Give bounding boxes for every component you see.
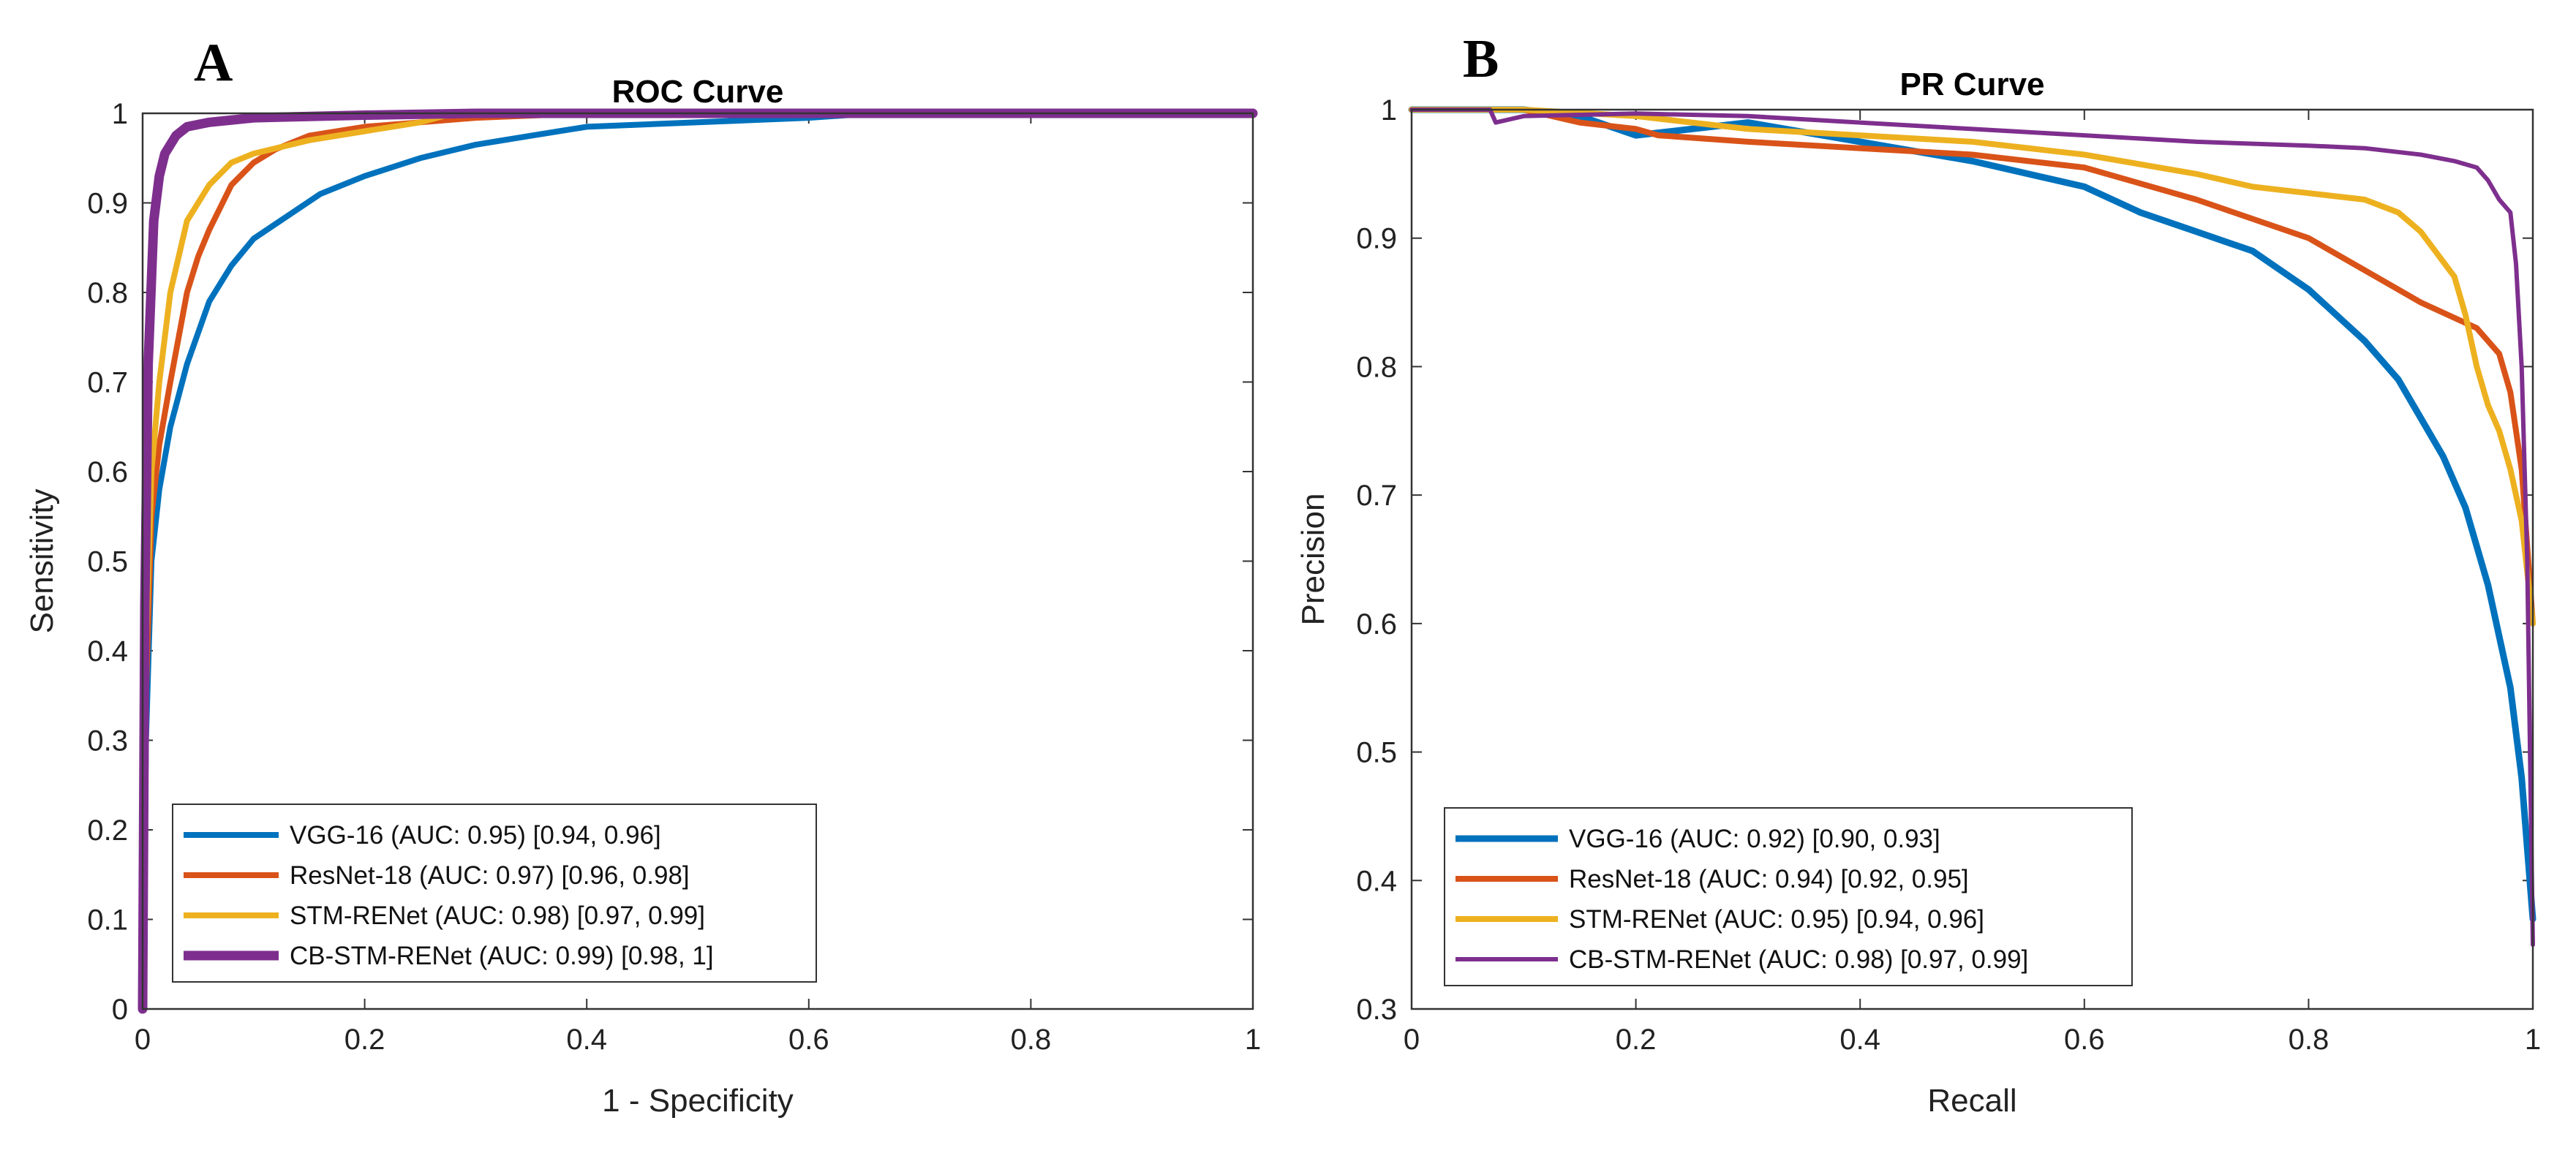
legend: VGG-16 (AUC: 0.92) [0.90, 0.93] ResNet-18…	[1444, 807, 2133, 986]
x-tick-label: 1	[1245, 1024, 1261, 1056]
y-tick-label: 0.6	[87, 456, 128, 488]
x-tick-label: 0.6	[788, 1024, 829, 1056]
y-tick-label: 0.2	[87, 814, 128, 847]
y-tick-label: 0.4	[1356, 865, 1397, 897]
chart-title: PR Curve	[1899, 67, 2044, 102]
axes-frame	[1410, 108, 2534, 1010]
legend-entry-1: VGG-16 (AUC: 0.92) [0.90, 0.93]	[1569, 825, 1940, 853]
series-line-3	[140, 110, 1256, 1012]
x-tick-label: 0	[135, 1024, 151, 1056]
panel-letter: A	[194, 33, 233, 93]
y-tick-label: 0.1	[87, 904, 128, 937]
x-tick-label: 0.6	[2064, 1024, 2105, 1056]
legend-entry-4: CB-STM-RENet (AUC: 0.99) [0.98, 1]	[290, 942, 714, 970]
y-tick-label: 0.6	[1356, 608, 1397, 640]
series-line-2	[1409, 107, 2536, 627]
y-tick-label: 0.8	[87, 277, 128, 309]
y-tick-label: 0.3	[87, 725, 128, 757]
legend-entry-2: ResNet-18 (AUC: 0.94) [0.92, 0.95]	[1569, 865, 1969, 893]
series-line-1	[140, 110, 1256, 1012]
legend-entry-1: VGG-16 (AUC: 0.95) [0.94, 0.96]	[290, 821, 661, 850]
x-tick-label: 0.2	[344, 1024, 385, 1056]
y-tick-label: 0.9	[87, 188, 128, 220]
legend-entry-4: CB-STM-RENet (AUC: 0.98) [0.97, 0.99]	[1569, 945, 2028, 974]
legend-box	[172, 804, 817, 983]
x-tick-label: 0	[1404, 1024, 1420, 1056]
legend-entry-3: STM-RENet (AUC: 0.95) [0.94, 0.96]	[1569, 905, 1984, 934]
legend-entry-2: ResNet-18 (AUC: 0.97) [0.96, 0.98]	[290, 861, 690, 890]
x-tick-label: 0.4	[566, 1024, 607, 1056]
legend: VGG-16 (AUC: 0.95) [0.94, 0.96] ResNet-18…	[172, 804, 817, 983]
legend-entry-3: STM-RENet (AUC: 0.98) [0.97, 0.99]	[290, 901, 705, 930]
y-tick-label: 0	[112, 994, 128, 1026]
y-axis-label: Sensitivity	[24, 488, 60, 633]
y-tick-label: 1	[112, 98, 128, 130]
series-line-3	[1409, 107, 2536, 627]
axes-frame	[141, 112, 1254, 1010]
chart-a: A ROC Curve 0 0.2 0.4 0.6 0.8 1 0 0.1 0.2 0.3 0.4 0.5…	[24, 33, 1261, 1119]
chart-title: ROC Curve	[612, 74, 784, 110]
y-tick-label: 0.5	[1356, 737, 1397, 769]
y-axis-label: Precision	[1295, 494, 1331, 626]
y-tick-label: 0.7	[1356, 480, 1397, 512]
x-tick-label: 0.8	[2289, 1024, 2330, 1056]
y-tick-label: 1	[1381, 94, 1397, 126]
x-axis-label: 1 - Specificity	[602, 1083, 794, 1119]
series-line-1	[1408, 106, 2537, 923]
y-tick-label: 0.4	[87, 635, 128, 668]
chart-b: B PR Curve 0 0.2 0.4 0.6 0.8 1 0.3 0.4 0.5 0.6 0.7 0.…	[1295, 29, 2541, 1119]
x-tick-label: 0.8	[1011, 1024, 1052, 1056]
y-tick-label: 0.9	[1356, 223, 1397, 255]
series-line-4	[138, 108, 1258, 1014]
y-tick-label: 0.8	[1356, 351, 1397, 383]
x-tick-label: 0.2	[1616, 1024, 1657, 1056]
x-tick-label: 0.4	[1839, 1024, 1880, 1056]
series-line-4	[1409, 107, 2535, 948]
y-tick-label: 0.5	[87, 546, 128, 578]
legend-box	[1444, 807, 2133, 986]
y-tick-label: 0.3	[1356, 994, 1397, 1026]
y-tick-label: 0.7	[87, 367, 128, 399]
series-line-2	[140, 110, 1256, 1012]
x-tick-label: 1	[2525, 1024, 2541, 1056]
x-axis-label: Recall	[1927, 1083, 2016, 1119]
panel-letter: B	[1463, 29, 1499, 89]
